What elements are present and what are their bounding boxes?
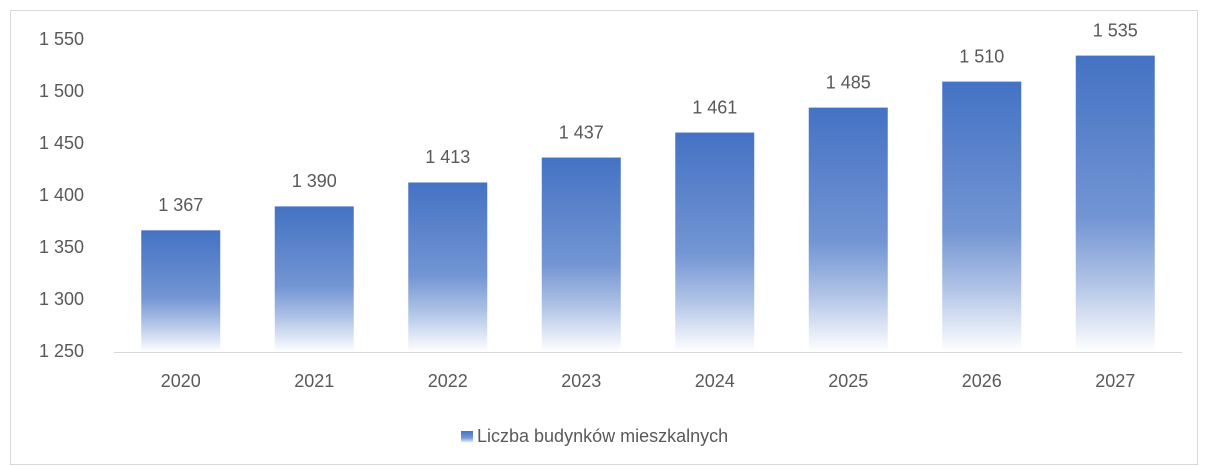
bar xyxy=(541,157,621,352)
x-tick-label: 2027 xyxy=(1095,371,1135,391)
data-label: 1 437 xyxy=(559,122,604,142)
data-label: 1 367 xyxy=(158,195,203,215)
x-tick-label: 2025 xyxy=(828,371,868,391)
bar xyxy=(675,132,755,352)
data-label: 1 461 xyxy=(692,97,737,117)
bar xyxy=(942,81,1022,352)
bar xyxy=(1075,55,1155,352)
legend-label: Liczba budynków mieszkalnych xyxy=(477,426,728,446)
y-tick-label: 1 350 xyxy=(39,237,84,257)
y-tick-label: 1 550 xyxy=(39,29,84,49)
x-tick-label: 2023 xyxy=(561,371,601,391)
x-tick-label: 2022 xyxy=(428,371,468,391)
y-tick-label: 1 450 xyxy=(39,133,84,153)
data-label: 1 485 xyxy=(826,72,871,92)
data-label: 1 535 xyxy=(1093,20,1138,40)
y-tick-label: 1 250 xyxy=(39,341,84,361)
x-tick-label: 2026 xyxy=(962,371,1002,391)
bar xyxy=(274,206,354,352)
x-tick-label: 2024 xyxy=(695,371,735,391)
y-tick-label: 1 500 xyxy=(39,81,84,101)
bar xyxy=(141,230,221,352)
data-label: 1 413 xyxy=(425,147,470,167)
y-tick-label: 1 400 xyxy=(39,185,84,205)
x-tick-label: 2021 xyxy=(294,371,334,391)
legend-swatch xyxy=(461,431,473,443)
bar xyxy=(808,107,888,352)
y-tick-label: 1 300 xyxy=(39,289,84,309)
data-label: 1 390 xyxy=(292,171,337,191)
bar xyxy=(408,182,488,352)
x-tick-label: 2020 xyxy=(161,371,201,391)
data-label: 1 510 xyxy=(959,46,1004,66)
